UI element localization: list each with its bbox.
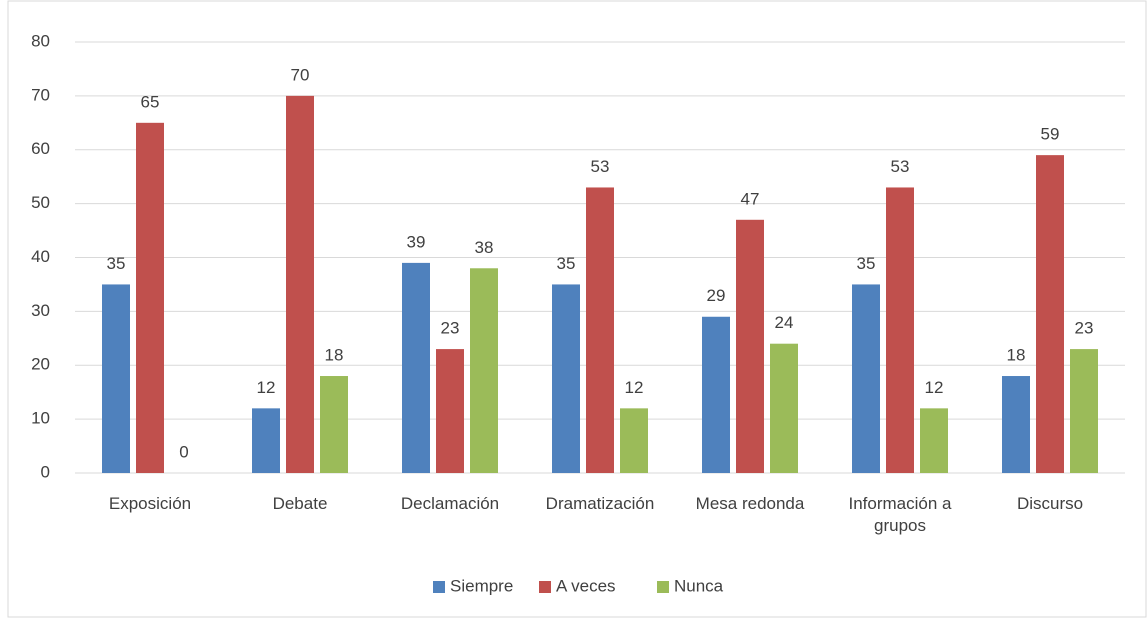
data-label: 47 (741, 189, 760, 208)
bar (852, 284, 880, 473)
bar (920, 408, 948, 473)
legend-swatch (539, 581, 551, 593)
y-tick-label: 0 (41, 462, 50, 481)
legend-label: Siempre (450, 576, 513, 595)
data-label: 70 (291, 65, 310, 84)
bar (286, 95, 314, 473)
y-tick-label: 20 (31, 355, 50, 374)
x-tick-label: Mesa redonda (695, 494, 805, 513)
chart-border (7, 0, 1147, 618)
bar (102, 284, 130, 473)
bar (320, 376, 348, 473)
x-tick-label: Debate (272, 494, 328, 513)
data-label: 59 (1041, 125, 1060, 144)
bar (620, 408, 648, 473)
data-label: 23 (441, 319, 460, 338)
bar (470, 268, 498, 473)
y-tick-label: 50 (31, 193, 50, 212)
bar (552, 284, 580, 473)
data-label: 24 (775, 313, 794, 332)
data-label: 38 (475, 238, 494, 257)
y-tick-label: 40 (31, 247, 50, 266)
bar (436, 349, 464, 473)
bar (1002, 376, 1030, 473)
data-label: 18 (1007, 346, 1026, 365)
legend-label: Nunca (674, 576, 724, 595)
data-label: 12 (625, 378, 644, 397)
bar (886, 187, 914, 473)
bar (1070, 349, 1098, 473)
bar (252, 408, 280, 473)
bar (136, 122, 164, 473)
legend-label: A veces (556, 576, 616, 595)
data-label: 53 (891, 157, 910, 176)
legend-swatch (657, 581, 669, 593)
bar (770, 343, 798, 473)
x-tick-label: Exposición (108, 494, 192, 513)
y-tick-label: 10 (31, 409, 50, 428)
x-tick-label: Declamación (400, 494, 500, 513)
data-label: 35 (857, 254, 876, 273)
data-label: 29 (707, 286, 726, 305)
data-label: 39 (407, 232, 426, 251)
bar (1036, 155, 1064, 473)
legend-swatch (433, 581, 445, 593)
y-tick-label: 60 (31, 139, 50, 158)
x-tick-label: Dramatización (545, 494, 655, 513)
data-label: 0 (179, 442, 188, 461)
data-label: 65 (141, 92, 160, 111)
y-tick-label: 30 (31, 301, 50, 320)
x-tick-label: Discurso (1016, 494, 1084, 513)
data-label: 18 (325, 346, 344, 365)
bar (702, 316, 730, 473)
y-tick-label: 80 (31, 31, 50, 50)
data-label: 23 (1075, 319, 1094, 338)
bar (736, 219, 764, 473)
data-label: 12 (257, 378, 276, 397)
data-label: 35 (557, 254, 576, 273)
data-label: 12 (925, 378, 944, 397)
data-label: 53 (591, 157, 610, 176)
y-tick-label: 70 (31, 85, 50, 104)
bar (402, 262, 430, 473)
bar (586, 187, 614, 473)
data-label: 35 (107, 254, 126, 273)
x-tick-label: Información a grupos (848, 494, 952, 535)
